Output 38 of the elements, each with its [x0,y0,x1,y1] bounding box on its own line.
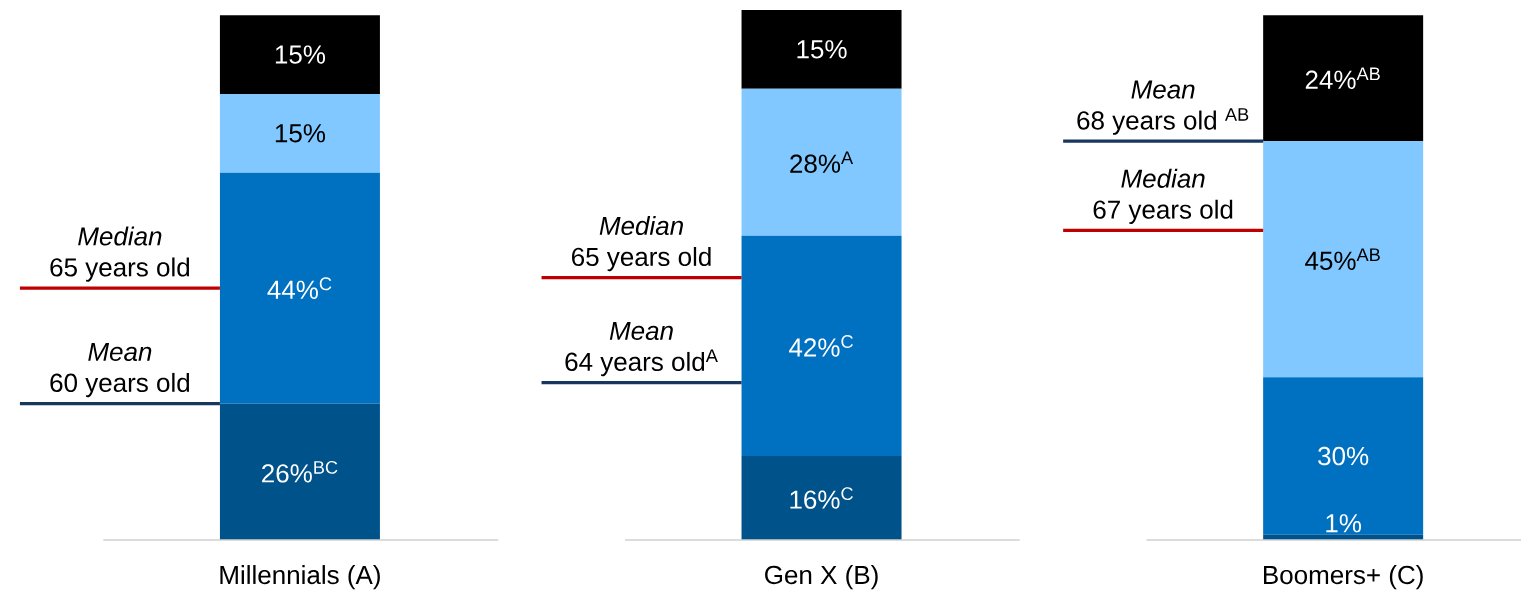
annotation: 65 years old [572,246,711,272]
bar [219,93,380,173]
bar [219,172,380,404]
bar [1263,15,1424,142]
annotation: 67 years old [1093,199,1233,224]
annotation: Median [599,215,683,236]
bar [741,88,902,236]
data-label: 16%$^{C}$ [790,487,853,509]
data-label: 15% [275,124,326,143]
x-tick-label: Gen X (B) [765,565,878,590]
data-label: 1% [1326,514,1362,533]
data-label: 44%$^{C}$ [267,277,332,299]
data-label: 45%$^{AB}$ [1305,248,1380,270]
annotation: 65 years old [50,257,190,282]
x-tick-label: Millennials (A) [220,565,380,590]
bar [1263,377,1424,535]
bar [219,403,380,540]
data-label: 26%$^{BC}$ [262,460,338,483]
data-label: 24%$^{AB}$ [1305,67,1380,89]
annotation: Median [1121,168,1205,188]
annotation: 64 years old$^{A}$ [565,349,718,377]
data-label: 28%$^{A}$ [790,151,854,173]
data-label: 42%$^{C}$ [789,335,853,357]
annotation: Mean [88,342,152,362]
annotation: Mean [1131,80,1195,99]
annotation: Mean [609,321,673,341]
annotation: Median [78,226,162,246]
bar [1263,141,1424,378]
bar [219,15,380,94]
data-label: 15% [797,40,847,59]
annotation: 68 years old $^{AB}$ [1077,108,1249,135]
bar [741,9,902,89]
bar [741,456,902,540]
data-label: 30% [1318,446,1369,466]
annotation: 60 years old [50,372,190,398]
data-label: 15% [275,45,326,64]
x-tick-label: Boomers+ (C) [1264,565,1423,590]
bar [741,235,902,457]
